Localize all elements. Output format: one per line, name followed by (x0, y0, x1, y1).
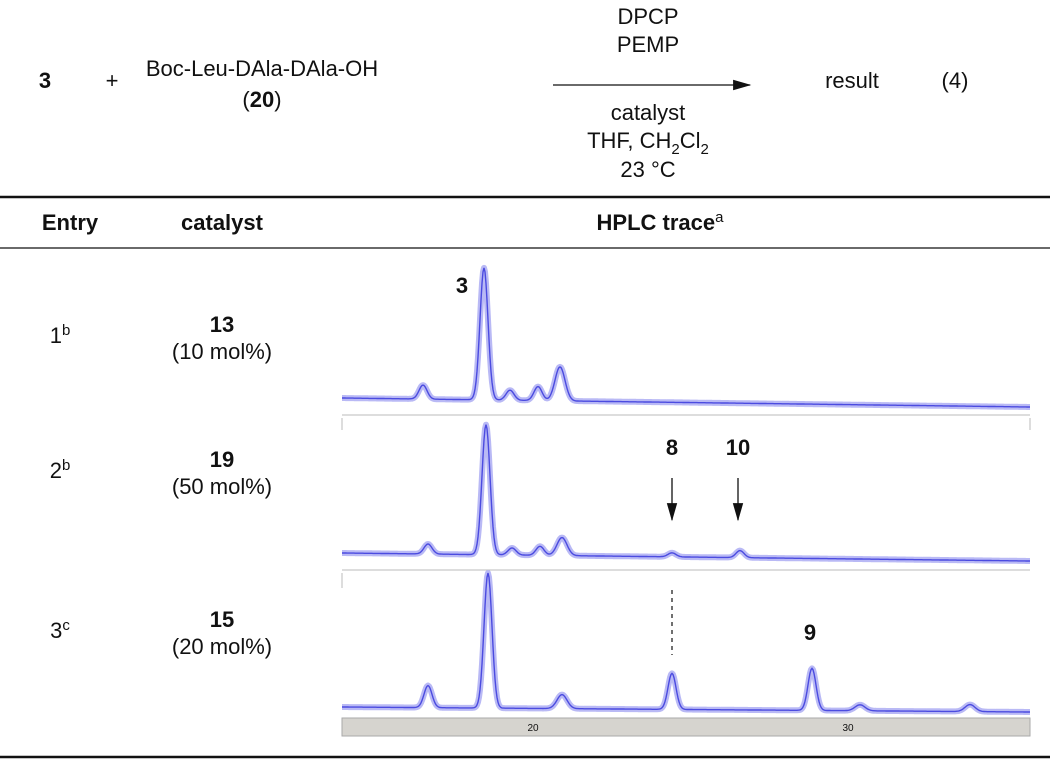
condition: catalyst (611, 100, 686, 125)
catalyst: 15 (210, 607, 234, 632)
loading: (20 mol%) (172, 634, 272, 659)
trace-axis-bar (341, 717, 1031, 737)
trace-halo (340, 264, 1032, 410)
reactant: 3 (39, 68, 51, 93)
catalyst: 13 (210, 312, 234, 337)
entry: 2b (50, 457, 71, 483)
plus: + (106, 68, 119, 93)
reactant: Boc-Leu-DAla-DAla-OH (146, 56, 378, 81)
entry-number: 1 (50, 323, 62, 348)
trace-halo (340, 570, 1032, 715)
header: HPLC tracea (597, 209, 725, 235)
entry: 1b (50, 322, 71, 348)
footnote-mark: b (62, 457, 70, 474)
catalyst: 19 (210, 447, 234, 472)
condition: THF, CH2Cl2 (587, 128, 709, 158)
trace-halo (340, 421, 1032, 564)
reagent: DPCP (617, 4, 678, 29)
entry: 3c (50, 617, 70, 643)
trace-line (342, 424, 1030, 562)
loading: (10 mol%) (172, 339, 272, 364)
hplc-traces: 20 30 3 8 10 9 (340, 264, 1032, 737)
axis-label: 30 (842, 723, 854, 734)
footnote-mark: c (62, 617, 70, 634)
product: result (825, 68, 879, 93)
loading: (50 mol%) (172, 474, 272, 499)
rows: 1b 13(10 mol%)2b 19(50 mol%)3c 15(20 mol%) (50, 312, 272, 659)
axis-label: 20 (527, 723, 539, 734)
footnote-mark: b (62, 322, 70, 339)
condition: 23 °C (620, 157, 675, 182)
trace-line (342, 572, 1030, 713)
equation-number: (4) (942, 68, 969, 93)
peak-label: 8 (666, 435, 678, 460)
entry-number: 2 (50, 458, 62, 483)
header: catalyst (181, 210, 264, 235)
peak-label: 10 (726, 435, 750, 460)
peak-label: 3 (456, 273, 468, 298)
compound-label: (20) (242, 87, 281, 112)
reagent: PEMP (617, 32, 679, 57)
peak-label: 9 (804, 620, 816, 645)
trace-line (342, 267, 1030, 408)
header: Entry (42, 210, 99, 235)
entry-number: 3 (50, 618, 62, 643)
